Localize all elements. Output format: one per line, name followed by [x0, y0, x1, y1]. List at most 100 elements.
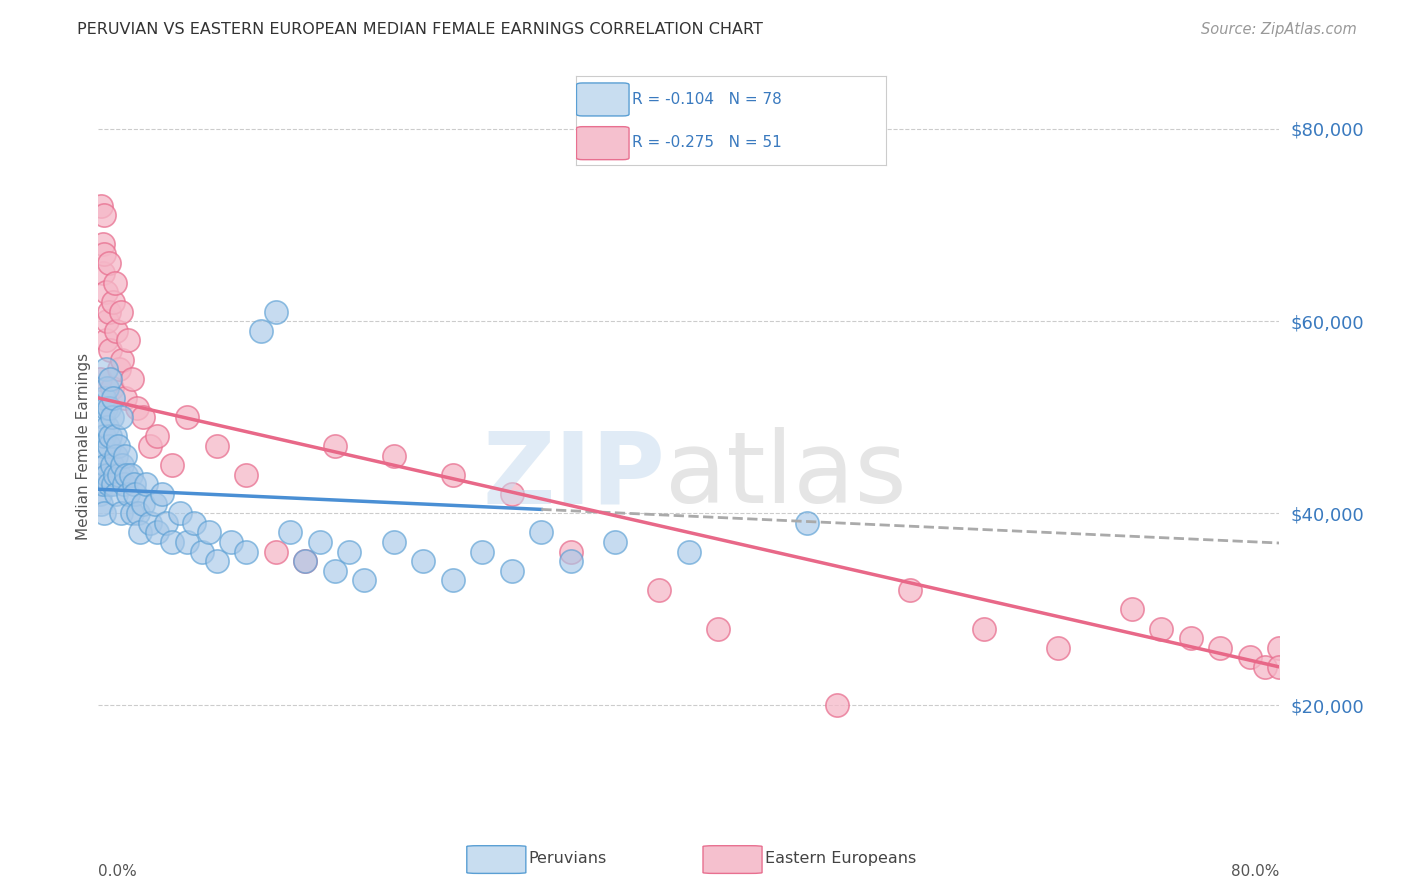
Point: [96, 467, 118, 482]
Point: [150, 487, 173, 501]
Point: [105, 449, 128, 463]
Point: [191, 544, 214, 558]
Point: [91, 439, 114, 453]
Point: [530, 525, 553, 540]
Point: [94, 334, 117, 348]
Point: [441, 467, 464, 482]
Point: [96, 419, 118, 434]
FancyBboxPatch shape: [467, 846, 526, 873]
Point: [89, 372, 111, 386]
Point: [96, 381, 118, 395]
Text: atlas: atlas: [665, 427, 907, 524]
Point: [98, 372, 121, 386]
Point: [176, 535, 198, 549]
Point: [120, 467, 142, 482]
Point: [117, 487, 139, 501]
Point: [294, 554, 316, 568]
Point: [471, 544, 494, 558]
Point: [107, 439, 129, 453]
Point: [117, 334, 139, 348]
Text: Eastern Europeans: Eastern Europeans: [765, 851, 917, 866]
Point: [132, 410, 155, 425]
Point: [93, 247, 115, 261]
Point: [1150, 622, 1173, 636]
Point: [121, 506, 143, 520]
Point: [309, 535, 332, 549]
Point: [104, 276, 127, 290]
Point: [104, 467, 127, 482]
Point: [108, 362, 131, 376]
Point: [103, 477, 125, 491]
Point: [205, 554, 228, 568]
Point: [323, 439, 346, 453]
Point: [90, 199, 112, 213]
Point: [93, 391, 115, 405]
Point: [110, 410, 132, 425]
Point: [103, 391, 125, 405]
Point: [91, 266, 114, 280]
Point: [110, 506, 132, 520]
Point: [139, 439, 162, 453]
Point: [100, 381, 122, 395]
Point: [169, 506, 191, 520]
Point: [264, 544, 287, 558]
Point: [1209, 640, 1232, 655]
Point: [111, 352, 134, 367]
Text: R = -0.104   N = 78: R = -0.104 N = 78: [633, 93, 782, 107]
Point: [155, 516, 177, 530]
Point: [90, 497, 112, 511]
Point: [1254, 660, 1277, 674]
Point: [122, 477, 145, 491]
Point: [501, 487, 523, 501]
Point: [128, 525, 150, 540]
Point: [707, 622, 730, 636]
Point: [104, 429, 127, 443]
Point: [124, 487, 146, 501]
Text: PERUVIAN VS EASTERN EUROPEAN MEDIAN FEMALE EARNINGS CORRELATION CHART: PERUVIAN VS EASTERN EUROPEAN MEDIAN FEMA…: [77, 22, 763, 37]
Point: [100, 458, 122, 473]
Point: [235, 467, 257, 482]
Point: [94, 458, 117, 473]
Point: [93, 506, 115, 520]
Point: [162, 458, 183, 473]
Point: [100, 410, 122, 425]
Point: [198, 525, 221, 540]
Point: [353, 574, 375, 588]
Point: [94, 362, 117, 376]
FancyBboxPatch shape: [576, 83, 628, 116]
Point: [1121, 602, 1143, 616]
Point: [1239, 650, 1261, 665]
Point: [412, 554, 434, 568]
Point: [648, 583, 671, 598]
Point: [91, 237, 114, 252]
Point: [339, 544, 361, 558]
Point: [91, 477, 114, 491]
Point: [97, 304, 120, 318]
Point: [94, 401, 117, 415]
Point: [250, 324, 273, 338]
Point: [121, 372, 143, 386]
Point: [139, 516, 162, 530]
Point: [93, 209, 115, 223]
Point: [127, 506, 149, 520]
Text: Source: ZipAtlas.com: Source: ZipAtlas.com: [1201, 22, 1357, 37]
Text: R = -0.275   N = 51: R = -0.275 N = 51: [633, 136, 782, 150]
Point: [162, 535, 183, 549]
Point: [560, 544, 582, 558]
Point: [1268, 640, 1291, 655]
Point: [94, 285, 117, 300]
Point: [280, 525, 302, 540]
Text: 80.0%: 80.0%: [1232, 863, 1279, 879]
Point: [89, 487, 111, 501]
FancyBboxPatch shape: [576, 127, 628, 160]
Point: [1268, 660, 1291, 674]
Point: [441, 574, 464, 588]
Point: [678, 544, 700, 558]
Point: [110, 304, 132, 318]
Point: [221, 535, 243, 549]
Point: [264, 304, 287, 318]
Point: [115, 467, 138, 482]
Point: [135, 477, 157, 491]
Point: [605, 535, 627, 549]
Point: [143, 497, 166, 511]
